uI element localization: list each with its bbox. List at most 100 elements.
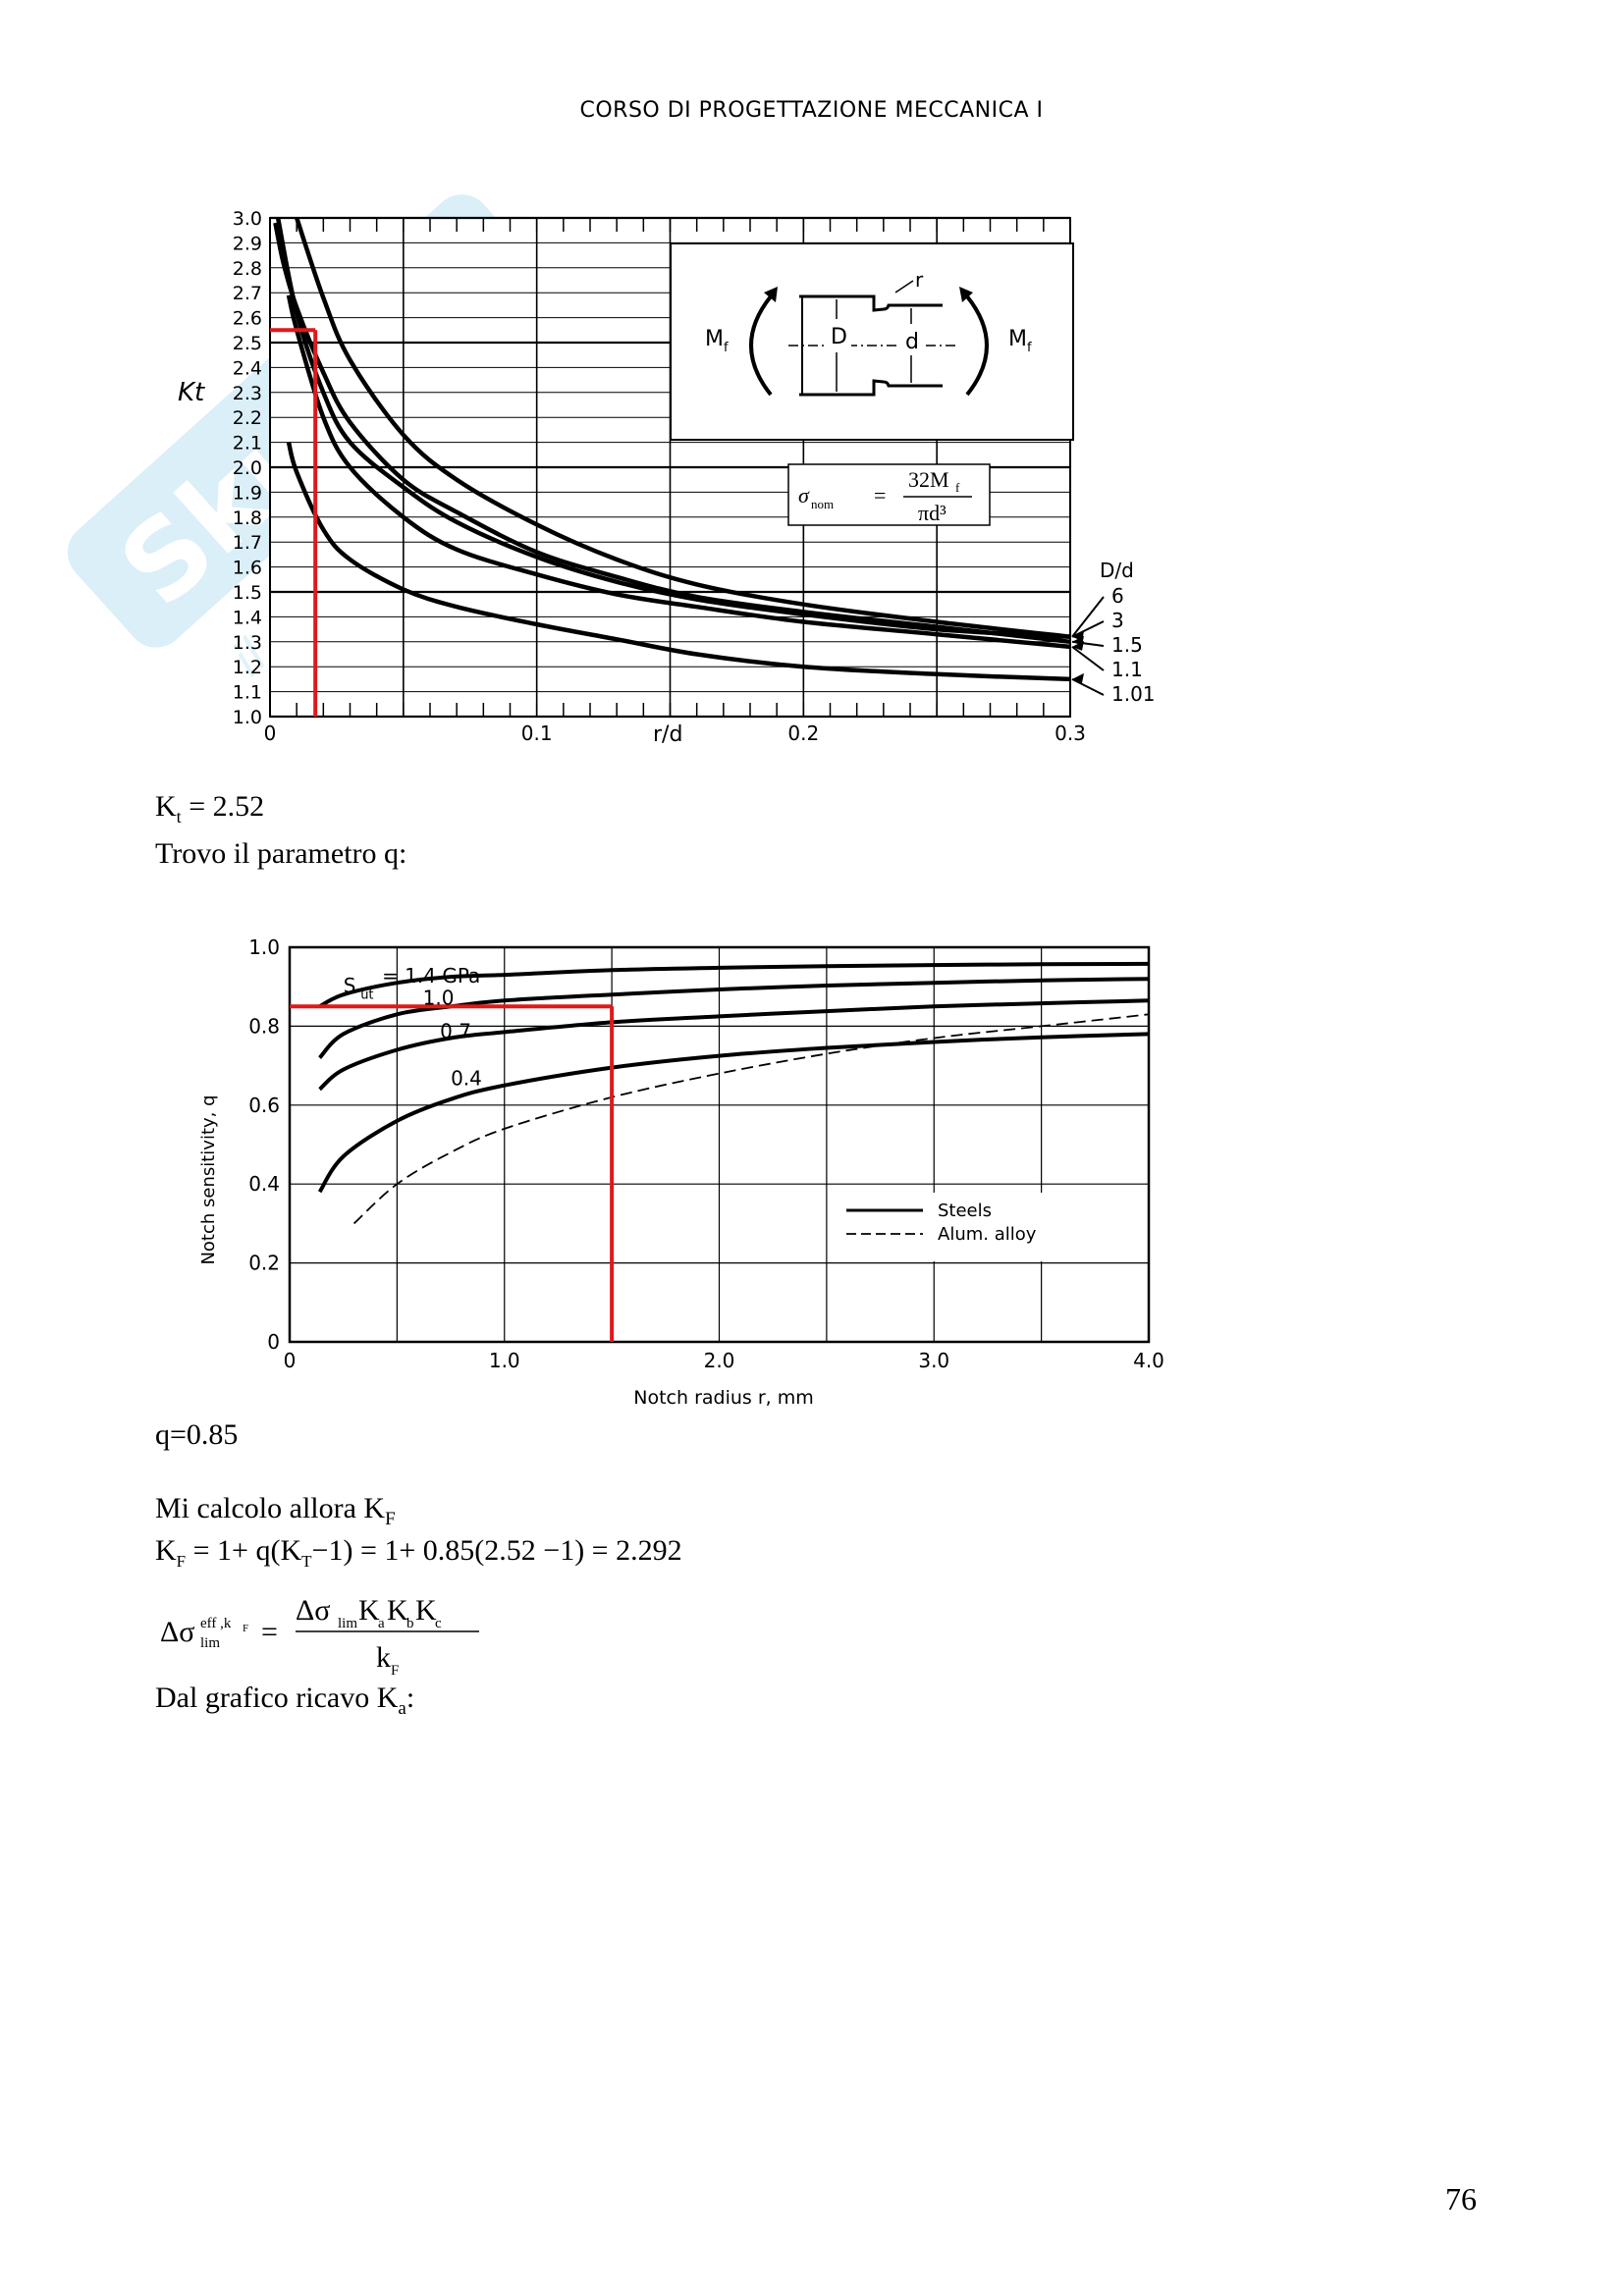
calc-kf-text: Mi calcolo allora KF	[155, 1492, 396, 1530]
q-xlabel: Notch radius r, mm	[633, 1387, 814, 1409]
kt-axis-labels: 1.0 1.1 1.2 1.3 1.4 1.5 1.6 1.7 1.8 1.9 2.0 2.1 2.2 2…	[233, 208, 1086, 745]
kt-ytick-label: 1.2	[233, 657, 262, 678]
q-ytick-label: 1.0	[248, 935, 280, 959]
ds-den-sub: F	[391, 1663, 399, 1679]
label-Mf-right-sub: f	[1027, 341, 1032, 355]
q-ytick-label: 0.8	[248, 1014, 280, 1038]
formula-equals: =	[874, 483, 886, 507]
kt-curve-1.01	[286, 442, 1071, 682]
kt-result: Kt = 2.52	[155, 790, 264, 828]
q-curve-alum-alloy	[352, 1013, 1150, 1225]
kt-ytick-label: 3.0	[233, 208, 262, 230]
kt-legend-entry-1.1: 1.1	[1111, 658, 1143, 681]
dal-grafico-prefix: Dal grafico ricavo K	[155, 1682, 399, 1714]
kt-ylabel: Kt	[178, 378, 205, 407]
kt-legend-arrowhead	[1072, 640, 1084, 651]
kt-xlabel: r/d	[653, 722, 682, 747]
kf-formula-symbol: K	[155, 1534, 177, 1567]
q-xtick-label: 2.0	[704, 1349, 735, 1372]
kt-legend-leader	[1071, 678, 1105, 696]
calc-kf-sub: F	[385, 1509, 396, 1529]
ds-num-ka: K	[358, 1594, 380, 1627]
ds-num-a: a	[378, 1616, 385, 1631]
q-curve-steel-0	[318, 961, 1150, 1009]
dim-r-leader	[894, 280, 914, 294]
q-reading-lines	[290, 1004, 615, 1342]
ds-sup: eff ,k	[200, 1616, 232, 1631]
q-xtick-label: 3.0	[918, 1349, 949, 1372]
kt-curves	[273, 217, 1071, 682]
kt-legend-leader	[1071, 646, 1105, 671]
kt-ytick-label: 1.9	[233, 482, 262, 504]
page-number: 76	[1445, 2181, 1477, 2216]
kt-legend-leader	[1071, 596, 1105, 638]
delta-sigma-formula: Δσ eff ,k F lim = Δσ lim K a K b K c k F	[160, 1594, 479, 1679]
ds-num-b: b	[406, 1616, 414, 1631]
find-q-text: Trovo il parametro q:	[155, 837, 407, 870]
label-Mf-left-sub: f	[724, 341, 729, 355]
moment-left-arc	[749, 294, 773, 397]
kt-ytick-label: 1.8	[233, 507, 262, 529]
kt-xtick-label: 0.2	[787, 721, 819, 745]
kt-ytick-label: 2.5	[233, 333, 262, 354]
label-d: d	[905, 330, 919, 354]
kt-result-value: = 2.52	[189, 790, 265, 823]
kt-ytick-label: 2.9	[233, 233, 262, 254]
kt-result-symbol: K	[155, 790, 177, 823]
formula-num-sub: f	[955, 480, 960, 495]
q-result: q=0.85	[155, 1418, 239, 1451]
q-xtick-label: 0	[284, 1349, 297, 1372]
q-xtick-label: 1.0	[489, 1349, 520, 1372]
kt-legend-arrowhead	[1072, 672, 1084, 683]
kf-formula-end: −1) = 1+ 0.85(2.52 −1) = 2.292	[311, 1534, 682, 1567]
kt-ytick-label: 2.4	[233, 357, 262, 379]
kt-ytick-label: 1.4	[233, 607, 262, 628]
formula-num: 32M	[908, 467, 949, 492]
q-xtick-label: 4.0	[1133, 1349, 1164, 1372]
kt-ytick-label: 2.1	[233, 433, 262, 454]
kt-ytick-label: 2.2	[233, 407, 262, 429]
q-ytick-label: 0.2	[248, 1252, 280, 1275]
kt-ytick-label: 2.3	[233, 383, 262, 404]
q-curve-steel-3	[317, 1032, 1150, 1194]
q-axis-labels: 0 0.2 0.4 0.6 0.8 1.0 0 1.0 2.0 3.0 4.0	[248, 935, 1164, 1372]
formula-box	[787, 463, 991, 526]
kt-result-sub: t	[176, 807, 182, 827]
kt-legend: 631.51.11.01	[1071, 584, 1156, 706]
calc-kf-prefix: Mi calcolo allora K	[155, 1492, 386, 1524]
ds-lhs-sub: lim	[200, 1635, 220, 1651]
q-ytick-label: 0	[267, 1330, 280, 1354]
q-legend-bg	[831, 1193, 1066, 1261]
q-series-label-1.4: = 1.4 GPa	[382, 964, 480, 988]
kt-ytick-label: 1.3	[233, 632, 262, 654]
label-D: D	[831, 325, 847, 349]
kt-legend-title: D/d	[1100, 559, 1134, 582]
kt-ytick-label: 2.0	[233, 457, 262, 479]
kt-ytick-label: 2.8	[233, 258, 262, 280]
ds-lhs: Δσ	[160, 1616, 194, 1648]
kt-legend-entry-6: 6	[1111, 584, 1124, 608]
kt-inset: D d r M f M f	[670, 242, 1074, 441]
dal-grafico-text: Dal grafico ricavo Ka:	[155, 1682, 414, 1720]
ds-num-kb: K	[387, 1594, 408, 1627]
ds-eq: =	[261, 1616, 278, 1648]
label-r: r	[915, 268, 924, 292]
kt-xtick-label: 0.1	[521, 721, 553, 745]
q-ytick-label: 0.6	[248, 1094, 280, 1117]
dal-grafico-colon: :	[406, 1682, 415, 1714]
kt-legend-entry-1.5: 1.5	[1111, 633, 1143, 657]
kt-curve-1.1	[286, 294, 1071, 650]
q-series-label-0.7: 0.7	[440, 1019, 471, 1042]
moment-left-arrow	[764, 287, 778, 302]
q-curve-steel-2	[318, 998, 1150, 1092]
ds-num-c: c	[435, 1616, 442, 1631]
kt-xtick-label: 0	[264, 721, 277, 745]
inset-box	[670, 242, 1074, 441]
kt-ytick-label: 2.6	[233, 308, 262, 330]
label-Mf-left: M	[705, 327, 724, 351]
label-Mf-right: M	[1008, 327, 1027, 351]
kf-formula-sub: F	[176, 1552, 187, 1571]
moment-right-arc	[965, 294, 989, 397]
kt-ytick-label: 1.1	[233, 682, 262, 704]
